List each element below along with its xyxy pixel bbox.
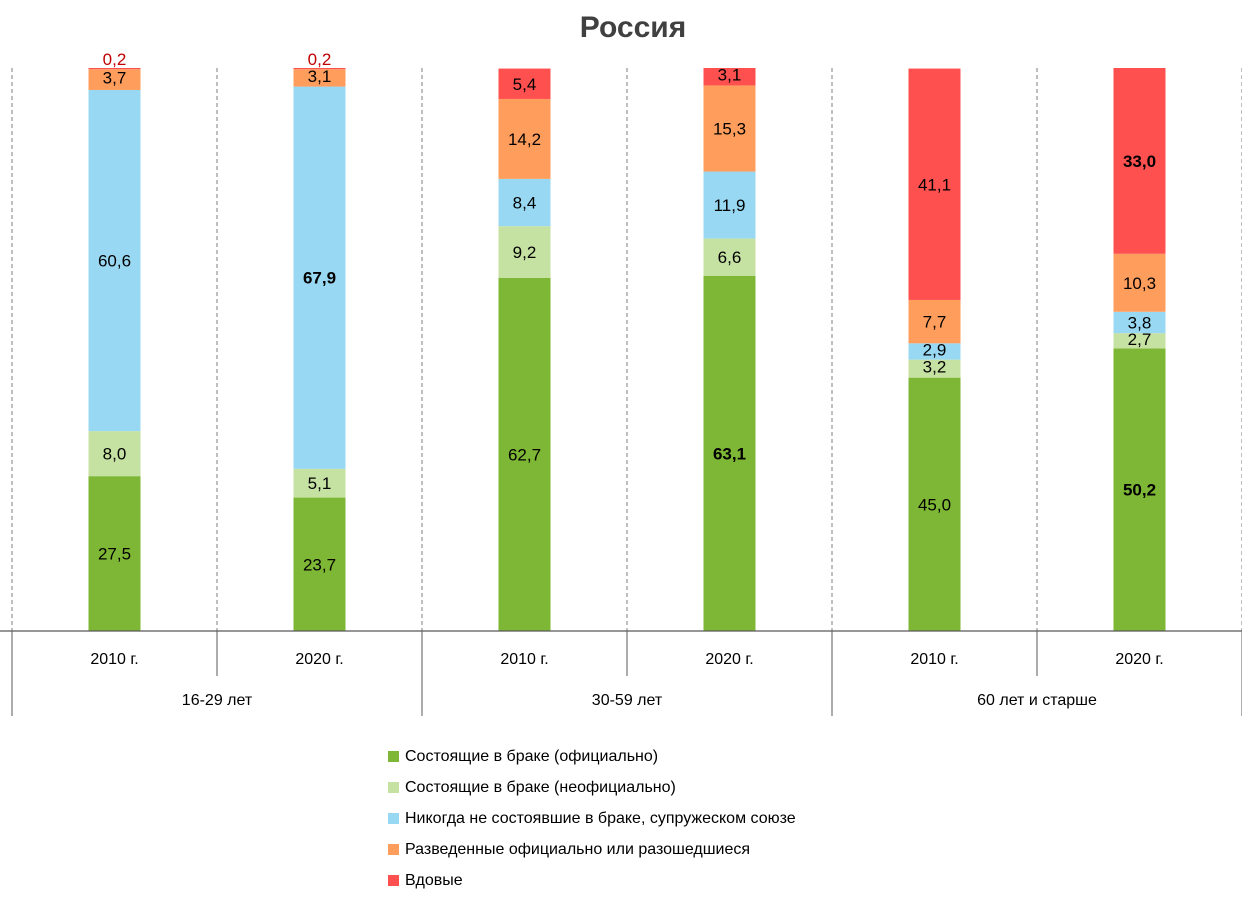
legend-item: Вдовые (388, 865, 796, 896)
bar-segment (1113, 253, 1166, 312)
data-label: 8,0 (103, 445, 127, 464)
data-label: 23,7 (303, 555, 336, 574)
data-labels: 27,58,060,63,70,223,75,167,93,10,262,79,… (98, 50, 1156, 574)
legend-label: Вдовые (405, 871, 463, 889)
bar-segment (293, 68, 346, 70)
chart-title: Россия (580, 11, 687, 44)
legend-label: Состоящие в браке (неофициально) (405, 778, 676, 796)
data-label: 2,7 (1128, 330, 1152, 349)
data-label: 45,0 (918, 495, 951, 514)
bar-segment (703, 275, 756, 631)
bars (88, 68, 1166, 631)
data-label: 3,8 (1128, 313, 1152, 332)
group-label: 60 лет и старше (977, 692, 1097, 709)
bar-segment (1113, 68, 1166, 254)
data-label: 10,3 (1123, 274, 1156, 293)
category-label: 2010 г. (910, 651, 958, 668)
bar-segment (703, 171, 756, 239)
data-label: 33,0 (1123, 152, 1156, 171)
bar-segment (703, 238, 756, 276)
bar-segment (908, 359, 961, 378)
data-label: 50,2 (1123, 481, 1156, 500)
data-label: 5,1 (308, 474, 332, 493)
legend-swatch (388, 751, 399, 762)
data-label: 0,2 (308, 50, 332, 69)
data-label: 7,7 (923, 313, 947, 332)
category-label: 2020 г. (295, 651, 343, 668)
data-label: 6,6 (718, 248, 742, 267)
legend: Состоящие в браке (официально) Состоящие … (388, 741, 796, 896)
category-label: 2020 г. (705, 651, 753, 668)
data-label: 2,9 (923, 340, 947, 359)
legend-swatch (388, 844, 399, 855)
data-label: 11,9 (714, 196, 746, 215)
legend-label: Состоящие в браке (официально) (405, 747, 659, 765)
legend-label: Никогда не состоявшие в браке, супружеск… (405, 809, 796, 827)
bar-segment (293, 86, 346, 469)
legend-item: Никогда не состоявшие в браке, супружеск… (388, 803, 796, 834)
bar-segment (498, 98, 551, 179)
data-label: 15,3 (713, 120, 746, 139)
data-label: 3,1 (718, 66, 742, 85)
bar-segment (908, 343, 961, 360)
bar-segment (1113, 311, 1166, 334)
group-label: 16-29 лет (182, 692, 253, 709)
bar-segment (908, 377, 961, 631)
data-label: 0,2 (103, 50, 127, 69)
data-label: 9,2 (513, 243, 537, 262)
bar-segment (293, 69, 346, 87)
data-label: 60,6 (98, 252, 131, 271)
data-label: 67,9 (303, 269, 336, 288)
bar-segment (908, 68, 961, 300)
bar-segment (88, 69, 141, 90)
bar-segment (293, 497, 346, 631)
bar-segment (703, 68, 756, 86)
x-axis: 2010 г. 2020 г. 2010 г. 2020 г. 2010 г. 2020 … (0, 630, 1242, 716)
data-label: 8,4 (513, 194, 537, 213)
bar-segment (1113, 333, 1166, 349)
category-label: 2010 г. (500, 651, 548, 668)
data-label: 14,2 (508, 130, 541, 149)
data-label: 63,1 (713, 444, 746, 463)
data-label: 3,2 (923, 358, 947, 377)
data-label: 5,4 (513, 75, 537, 94)
bar-segment (498, 68, 551, 99)
bar-segment (498, 277, 551, 631)
legend-item: Состоящие в браке (официально) (388, 741, 796, 772)
bar-segment (88, 68, 141, 70)
bar-segment (88, 89, 141, 432)
data-label: 3,1 (308, 67, 332, 86)
data-label: 62,7 (508, 445, 541, 464)
bar-segment (498, 226, 551, 278)
group-label: 30-59 лет (592, 692, 663, 709)
legend-swatch (388, 875, 399, 886)
bar-segment (88, 431, 141, 477)
legend-item: Разведенные официально или разошедшиеся (388, 834, 796, 865)
legend-swatch (388, 813, 399, 824)
legend-label: Разведенные официально или разошедшиеся (405, 840, 751, 858)
bar-segment (293, 468, 346, 498)
bar-segment (1113, 348, 1166, 631)
group-separators (11, 68, 1242, 631)
bar-segment (88, 476, 141, 631)
category-label: 2010 г. (90, 651, 138, 668)
data-label: 41,1 (918, 175, 951, 194)
data-label: 27,5 (98, 545, 131, 564)
legend-swatch (388, 782, 399, 793)
bar-segment (908, 299, 961, 344)
legend-item: Состоящие в браке (неофициально) (388, 772, 796, 803)
bar-segment (498, 178, 551, 227)
category-label: 2020 г. (1115, 651, 1163, 668)
bar-segment (703, 85, 756, 172)
data-label: 3,7 (103, 69, 127, 88)
